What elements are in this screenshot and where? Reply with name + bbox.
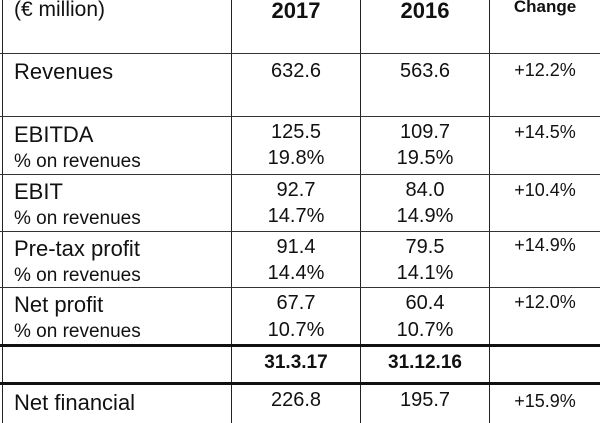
cell-percent: 14.9%: [396, 205, 454, 227]
cell-percent: 14.1%: [396, 262, 454, 284]
row-sublabel: % on revenues: [14, 321, 141, 342]
cell-change: +12.0%: [514, 292, 576, 312]
column-header-change: Change: [513, 0, 577, 16]
cell-value: 109.7: [399, 121, 451, 143]
cell-value: 67.7: [276, 292, 316, 314]
cell-value: 91.4: [276, 236, 316, 258]
cell-change: +14.9%: [514, 235, 576, 255]
row-sublabel: % on revenues: [14, 151, 141, 172]
cell-percent: 19.8%: [267, 147, 325, 169]
cell-value: 84.0: [405, 179, 445, 201]
cell-change: +14.5%: [514, 122, 576, 142]
cell-value: 226.8: [270, 389, 322, 411]
column-divider: [360, 0, 361, 423]
cell-percent: 19.5%: [396, 147, 454, 169]
column-header-2017: 2017: [271, 0, 321, 23]
row-label: Revenues: [14, 59, 114, 84]
cell-change: +15.9%: [514, 391, 576, 411]
period-header-b: 31.12.16: [388, 352, 462, 373]
cell-percent: 14.4%: [267, 262, 325, 284]
cell-value: 92.7: [276, 179, 316, 201]
cell-value: 632.6: [270, 60, 322, 82]
row-label: Net profit: [14, 292, 104, 317]
row-label: EBITDA: [14, 122, 94, 147]
cell-value: 125.5: [270, 121, 322, 143]
row-label: Net financial: [14, 390, 136, 415]
row-sublabel: % on revenues: [14, 265, 141, 286]
period-header-a: 31.3.17: [264, 352, 328, 373]
cell-value: 195.7: [399, 389, 451, 411]
row-sublabel: % on revenues: [14, 208, 141, 229]
cell-percent: 14.7%: [267, 205, 325, 227]
thick-divider: [0, 344, 600, 347]
column-divider: [2, 0, 3, 423]
cell-value: 563.6: [399, 60, 451, 82]
column-header-2016: 2016: [400, 0, 450, 23]
row-divider: [0, 231, 600, 232]
row-label: EBIT: [14, 179, 63, 204]
unit-label: (€ million): [14, 0, 106, 21]
cell-value: 60.4: [405, 292, 445, 314]
row-divider: [0, 53, 600, 54]
cell-change: +10.4%: [514, 180, 576, 200]
row-label: Pre-tax profit: [14, 236, 140, 261]
cell-change: +12.2%: [514, 60, 576, 80]
cell-percent: 10.7%: [396, 319, 454, 341]
row-divider: [0, 287, 600, 288]
cell-percent: 10.7%: [267, 319, 325, 341]
row-divider: [0, 116, 600, 117]
column-divider: [489, 0, 490, 423]
row-divider: [0, 174, 600, 175]
thick-divider: [0, 382, 600, 385]
cell-value: 79.5: [405, 236, 445, 258]
column-divider: [231, 0, 232, 423]
